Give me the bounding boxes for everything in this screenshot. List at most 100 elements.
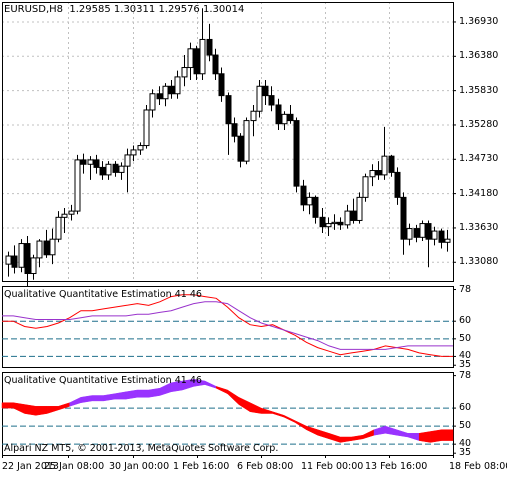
symbol-ohlc-label: EURUSD,H8 1.29585 1.30311 1.29576 1.3001…: [4, 4, 244, 15]
candle-bear: [375, 170, 382, 176]
time-tick-label: 25 Jan 08:00: [44, 461, 105, 472]
band-segment-bear: [24, 404, 37, 416]
band-segment-bull: [80, 395, 93, 403]
candle-bear: [425, 223, 432, 240]
candle-bull: [362, 176, 369, 198]
price-candles: [5, 8, 451, 286]
candle-bull: [55, 216, 62, 240]
indicator-label-band: Qualitative Quantitative Estimation 41 4…: [4, 375, 202, 386]
osc-lines-tick-label: 35: [459, 359, 472, 371]
candle-bull: [130, 149, 137, 156]
band-segment-bear: [441, 429, 454, 441]
candle-bull: [369, 170, 376, 178]
band-segment-bear: [46, 406, 59, 414]
candle-bear: [206, 38, 213, 56]
candle-bull: [199, 38, 206, 75]
candle-bear: [287, 113, 294, 122]
osc-lines-tick-label: 60: [459, 315, 472, 327]
candle-bear: [388, 155, 395, 173]
time-tick-label: 22 Jan 2013: [2, 461, 59, 472]
band-segment-bull: [125, 389, 138, 400]
osc-band-tick-label: 35: [459, 447, 472, 459]
time-tick-label: 11 Feb 00:00: [301, 461, 364, 472]
band-segment-bear: [1, 402, 14, 409]
candle-bear: [262, 85, 269, 97]
candle-bull: [162, 85, 169, 100]
band-segment-bear: [430, 429, 442, 443]
candle-bull: [30, 257, 37, 275]
price-tick-label: 1.34730: [459, 153, 499, 165]
band-segment-bull: [407, 433, 420, 441]
band-segment-bear: [328, 432, 341, 443]
candle-bull: [381, 155, 388, 176]
candle-bear: [438, 230, 445, 243]
candle-bull: [243, 120, 250, 162]
candle-bear: [350, 210, 357, 221]
candle-bull: [250, 110, 257, 122]
candle-bull: [87, 159, 94, 165]
candle-bear: [268, 95, 275, 106]
band-segment-bear: [317, 429, 330, 440]
candle-bear: [112, 163, 119, 173]
candle-bear: [212, 54, 219, 75]
candle-bear: [24, 243, 31, 275]
band-segment-bear: [351, 434, 364, 441]
candle-bear: [293, 120, 300, 187]
band-segment-bear: [58, 402, 70, 411]
candle-bull: [406, 228, 413, 240]
candle-bear: [43, 240, 50, 256]
price-tick-label: 1.36930: [459, 15, 499, 27]
price-tick-label: 1.33080: [459, 256, 499, 268]
panel-frame: [2, 372, 454, 456]
candle-bull: [281, 113, 288, 125]
panel-frames: [2, 2, 454, 456]
candle-bull: [325, 223, 332, 228]
candle-bull: [181, 67, 188, 78]
candle-bear: [93, 159, 100, 168]
osc-lines-tick-label: 50: [459, 332, 472, 344]
osc-band-tick-label: 60: [459, 402, 472, 414]
candle-bear: [156, 93, 163, 100]
osc-lines-tick-label: 40: [459, 350, 472, 362]
band-segment-bull: [204, 380, 217, 389]
candle-bull: [143, 109, 150, 147]
candle-bull: [174, 76, 181, 95]
band-segment-bear: [215, 386, 228, 395]
band-segment-bull: [114, 391, 127, 400]
band-segment-bull: [103, 393, 116, 402]
ohlc-values: 1.29585 1.30311 1.29576 1.30014: [69, 4, 245, 15]
candle-bear: [193, 48, 200, 75]
candle-bull: [49, 238, 56, 256]
candle-bear: [237, 135, 244, 162]
band-segment-bear: [13, 402, 25, 414]
band-segment-bull: [148, 387, 161, 398]
candle-bull: [331, 221, 338, 225]
band-segment-bear: [418, 431, 431, 443]
candle-bear: [275, 104, 282, 125]
candle-bear: [300, 185, 307, 206]
candle-bull: [344, 210, 351, 226]
candle-bull: [124, 154, 131, 167]
band-segment-bear: [227, 389, 240, 406]
candle-bull: [5, 255, 12, 265]
candle-bear: [11, 255, 18, 268]
band-segment-bull: [373, 425, 386, 436]
candle-bear: [80, 159, 87, 165]
candle-bull: [18, 243, 25, 268]
candle-bear: [312, 196, 319, 218]
candle-bull: [74, 159, 81, 212]
band-segment-bear: [272, 411, 285, 418]
axis-ticks: [2, 21, 456, 458]
candle-bull: [419, 223, 426, 238]
time-tick-label: 6 Feb 08:00: [237, 461, 294, 472]
panel-frame: [2, 2, 454, 282]
candle-bull: [187, 48, 194, 69]
band-segment-bear: [261, 407, 273, 414]
price-tick-label: 1.35830: [459, 84, 499, 96]
candle-bear: [319, 216, 326, 228]
candle-bear: [99, 166, 106, 176]
band-segment-bull: [91, 395, 104, 402]
band-segment-bear: [340, 436, 352, 443]
candle-bull: [118, 165, 125, 173]
